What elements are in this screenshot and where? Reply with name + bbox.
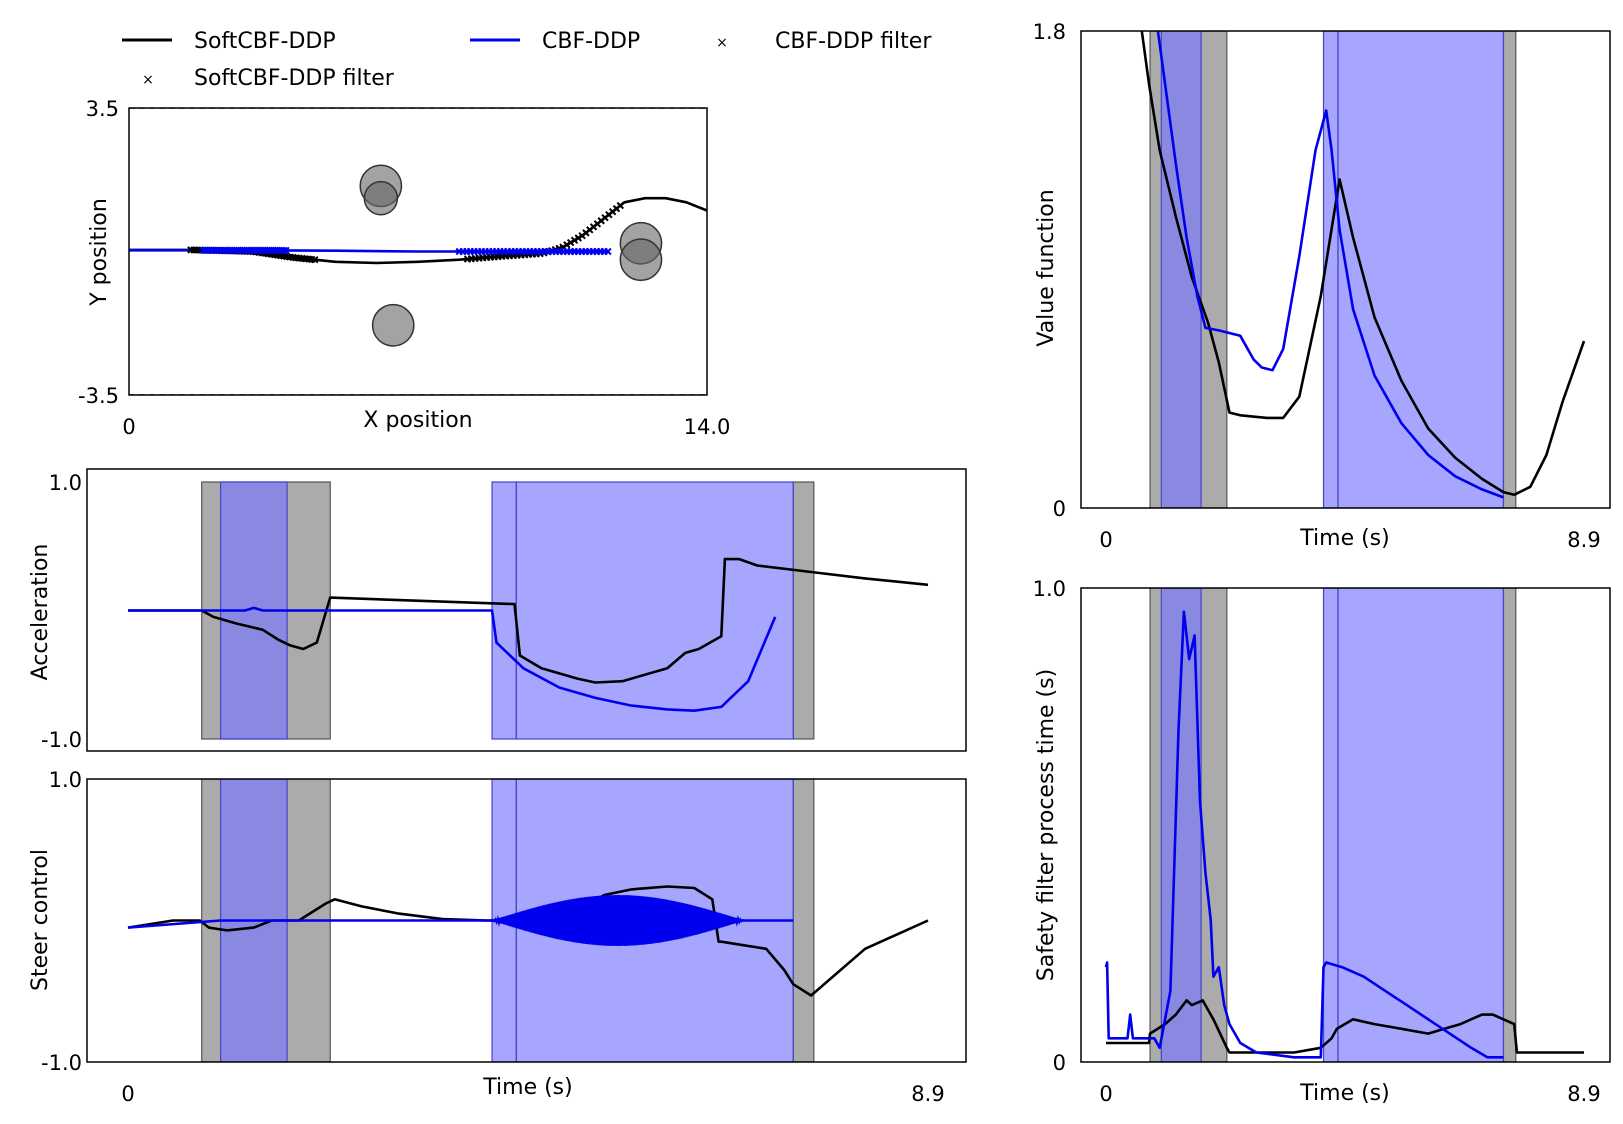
value-frame [1080,30,1611,509]
steer-plot-area [127,779,929,1062]
legend-cbf-filter-marker: × [716,35,728,51]
value-ylabel: Value function [1034,189,1059,346]
acceleration-ylabel: Acceleration [28,544,53,681]
steer-panel: 1.0 -1.0 0 8.9 Time (s) Steer control [28,768,967,1106]
value-soft-region-1 [1502,31,1517,508]
steer-ytick-bottom: -1.0 [41,1051,82,1075]
process-time-panel: 1.0 0 0 8.9 Time (s) Safety filter proce… [1033,577,1611,1106]
steer-xlabel: Time (s) [482,1075,572,1100]
process-time-ytick-bottom: 0 [1053,1051,1066,1075]
trajectory-xlabel: X position [363,408,472,433]
value-cbf-region-2 [1337,31,1505,508]
legend-soft-filter-marker: × [142,72,154,88]
value-series-cbf-line [1156,31,1504,499]
process-time-ytick-top: 1.0 [1033,577,1066,601]
acceleration-soft-region-1 [792,481,815,740]
value-xtick-right: 8.9 [1567,528,1600,552]
legend-soft-label: SoftCBF-DDP [194,29,336,54]
steer-xtick-right: 8.9 [911,1082,944,1106]
acceleration-cbf-region-1 [491,481,517,740]
process-time-ylabel: Safety filter process time (s) [1034,669,1059,981]
process_time-soft-region-1 [1502,588,1517,1062]
trajectory-obstacle-1 [363,180,399,216]
acceleration-ytick-top: 1.0 [49,471,82,495]
value-panel: 1.8 0 0 8.9 Time (s) Value function [1033,20,1611,552]
steer-xtick-left: 0 [121,1082,134,1106]
trajectory-ytick-top: 3.5 [86,97,119,121]
steer-ytick-top: 1.0 [49,768,82,792]
legend-soft-filter-label: SoftCBF-DDP filter [194,66,395,91]
trajectory-xtick-right: 14.0 [684,415,731,439]
process_time-cbf-region-1 [1322,588,1339,1062]
value-xtick-left: 0 [1099,528,1112,552]
process-time-frame [1080,587,1611,1063]
steer-frame [86,778,967,1063]
value-plot-area [1140,31,1586,508]
value-ytick-top: 1.8 [1033,20,1066,44]
trajectory-panel: 3.5 -3.5 0 14.0 X position Y position [78,97,730,439]
acceleration-ytick-bottom: -1.0 [41,728,82,752]
trajectory-xtick-left: 0 [122,415,135,439]
steer-soft-region-1 [792,779,815,1062]
value-xlabel: Time (s) [1299,526,1389,551]
process-time-xlabel: Time (s) [1299,1081,1389,1106]
acceleration-panel: 1.0 -1.0 Acceleration [28,468,967,752]
legend-cbf-filter-label: CBF-DDP filter [775,29,932,54]
legend-cbf-label: CBF-DDP [542,29,640,54]
trajectory-ylabel: Y position [87,198,112,307]
steer-cbf-oscillation [491,894,745,947]
trajectory-plot-area [129,108,707,395]
trajectory-ytick-bottom: -3.5 [78,384,119,408]
process_time-cbf-region-2 [1337,588,1505,1062]
acceleration-cbf-region-2 [515,481,794,740]
trajectory-frame [128,107,708,396]
legend: SoftCBF-DDP CBF-DDP × CBF-DDP filter × S… [122,29,932,91]
acceleration-plot-area [128,481,929,740]
acceleration-series-cbf-line [128,606,777,712]
trajectory-obstacle-3 [619,238,663,282]
trajectory-cbf-filter-marks-0 [199,246,290,255]
process_time-plot-area [1104,588,1584,1062]
steer-ylabel: Steer control [28,849,53,991]
process-time-xtick-left: 0 [1099,1082,1112,1106]
value-ytick-bottom: 0 [1053,497,1066,521]
process-time-xtick-right: 8.9 [1567,1082,1600,1106]
acceleration-frame [86,468,967,752]
acceleration-series-soft-line [128,557,929,684]
process_time-series-soft-line [1106,999,1584,1054]
trajectory-obstacle-4 [371,303,415,347]
process_time-series-cbf-line [1104,610,1504,1059]
value-cbf-region-0 [1160,31,1202,508]
trajectory-cbf-filter-marks-1 [455,247,612,256]
